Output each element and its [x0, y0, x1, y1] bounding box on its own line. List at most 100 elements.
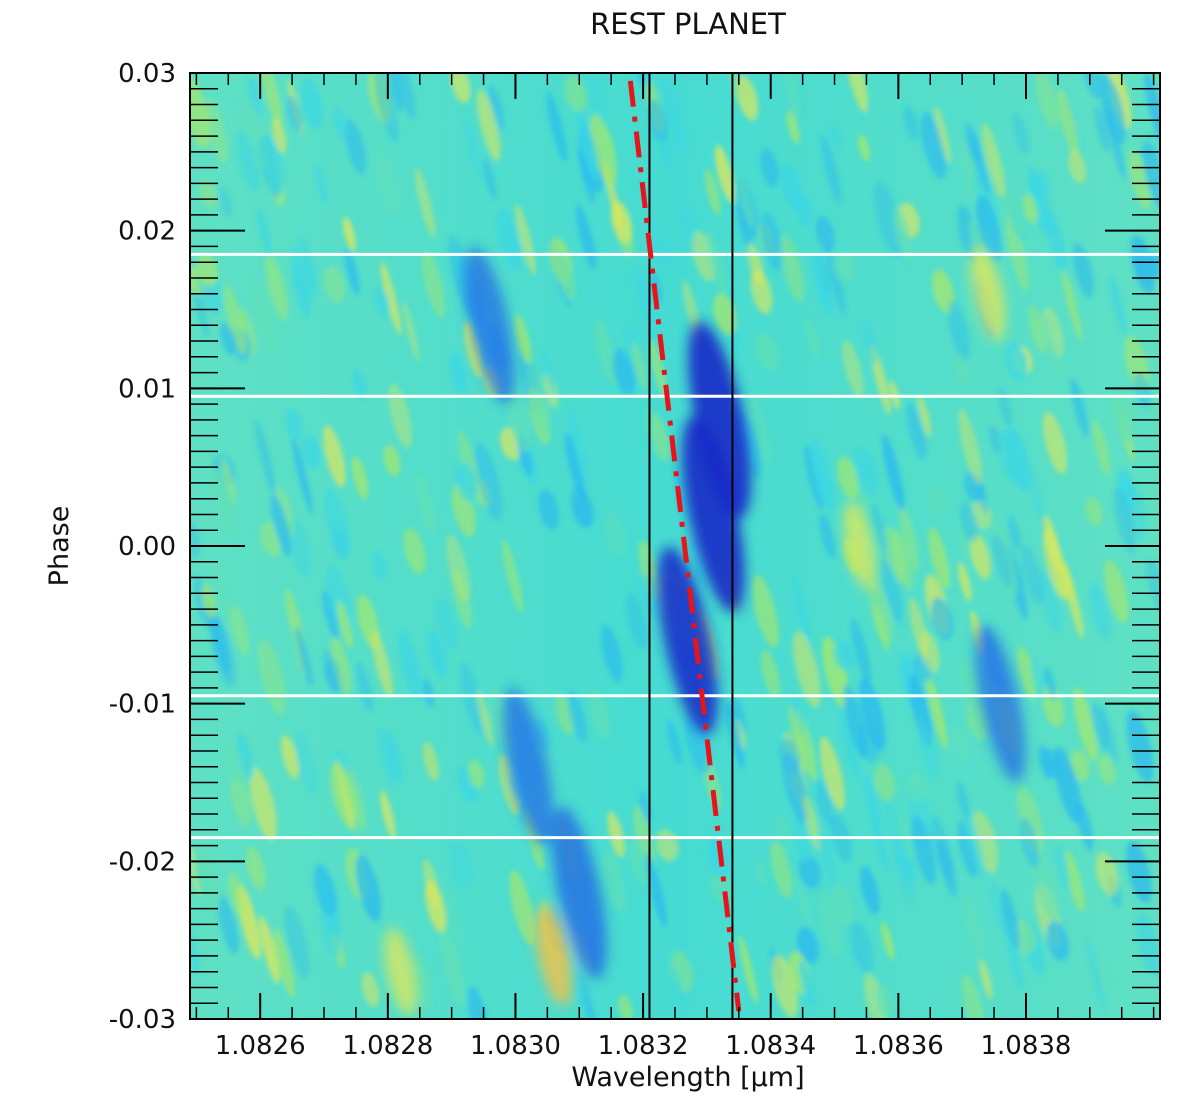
texture-blob [874, 604, 890, 653]
texture-blob [926, 484, 947, 515]
texture-blob [618, 994, 633, 1019]
texture-blob [873, 764, 896, 802]
texture-blob [819, 736, 845, 811]
texture-blob [403, 527, 426, 575]
texture-blob [860, 866, 880, 915]
texture-blob [869, 806, 890, 876]
texture-blob [201, 583, 217, 620]
texture-blob [898, 500, 920, 572]
texture-blob [1134, 372, 1151, 408]
texture-blob [204, 98, 228, 164]
texture-blob [794, 868, 813, 929]
texture-blob [564, 75, 587, 112]
texture-blob [833, 253, 856, 282]
texture-blob [1019, 817, 1040, 868]
texture-blob [815, 779, 834, 827]
texture-blob [928, 527, 950, 590]
texture-blob [295, 730, 318, 796]
texture-blob [819, 513, 836, 559]
texture-blob [995, 429, 1018, 481]
texture-blob [414, 168, 436, 239]
texture-blob [1042, 411, 1067, 475]
texture-blob [957, 562, 972, 602]
texture-blob [931, 815, 954, 882]
texture-blob [374, 287, 390, 317]
texture-blob [240, 96, 267, 171]
texture-blob [388, 73, 403, 113]
texture-blob [1113, 487, 1136, 554]
texture-blob [323, 425, 346, 488]
texture-blob [970, 533, 991, 580]
texture-blob [319, 904, 341, 959]
texture-blob [959, 502, 979, 543]
texture-blob [971, 133, 990, 195]
texture-blob [650, 414, 670, 462]
texture-blob [314, 163, 329, 205]
texture-blob [864, 973, 887, 1019]
texture-blob [567, 953, 585, 1007]
texture-blob [828, 121, 841, 151]
texture-blob [871, 503, 888, 556]
texture-blob [496, 209, 522, 272]
texture-blob [666, 719, 683, 766]
texture-blob [218, 895, 239, 955]
texture-blob [274, 486, 294, 537]
texture-blob [1021, 545, 1044, 606]
texture-blob [1091, 702, 1110, 752]
y-tick-label: 0.03 [118, 59, 176, 89]
texture-blob [515, 204, 536, 276]
texture-blob [726, 73, 744, 107]
texture-blob [488, 85, 505, 132]
absorption-feature [681, 416, 745, 613]
texture-blob [1035, 73, 1059, 131]
texture-blob [1072, 243, 1094, 298]
texture-blob [223, 284, 246, 354]
texture-blob [361, 971, 380, 1008]
texture-blob [731, 696, 746, 735]
texture-blob [861, 317, 879, 365]
texture-blob [402, 301, 420, 362]
texture-blob [1000, 889, 1021, 950]
texture-blob [1068, 150, 1086, 184]
texture-blob [1064, 850, 1085, 913]
texture-blob [460, 662, 485, 737]
texture-blob [257, 209, 272, 258]
texture-blob [323, 266, 346, 303]
texture-blob [572, 493, 594, 529]
texture-blob [219, 185, 232, 218]
texture-blob [737, 176, 755, 230]
texture-blob [1104, 559, 1129, 623]
texture-blob [1028, 305, 1047, 353]
texture-blob [837, 456, 859, 499]
texture-blob [337, 600, 353, 649]
texture-blob [1095, 852, 1119, 896]
texture-blob [1097, 754, 1116, 786]
x-tick-labels: 1.0826 1.0828 1.0830 1.0832 1.0834 1.0836 1.08… [215, 1031, 1072, 1061]
texture-blob [1122, 482, 1147, 539]
texture-blob [594, 319, 617, 385]
y-axis-title: Phase [44, 506, 75, 587]
texture-blob [1042, 528, 1068, 600]
heatmap-features [384, 246, 1026, 1016]
absorption-feature [975, 625, 1026, 783]
texture-blob [313, 864, 337, 917]
texture-blob [212, 557, 233, 633]
texture-blob [209, 615, 236, 688]
texture-blob [798, 855, 821, 889]
texture-blob [380, 261, 402, 335]
white-gap-lines [190, 252, 1160, 840]
texture-blob [607, 811, 625, 858]
texture-blob [957, 821, 978, 878]
texture-blob [476, 89, 501, 162]
texture-blob [502, 539, 524, 613]
texture-blob [775, 815, 793, 854]
texture-blob [467, 985, 490, 1019]
texture-blob [926, 675, 948, 750]
texture-blob [476, 690, 494, 748]
texture-blob [962, 974, 986, 1019]
texture-blob [1108, 73, 1132, 129]
texture-blob [979, 958, 993, 1000]
texture-blob [1129, 149, 1151, 210]
texture-blob [849, 920, 874, 974]
texture-blob [352, 369, 367, 402]
